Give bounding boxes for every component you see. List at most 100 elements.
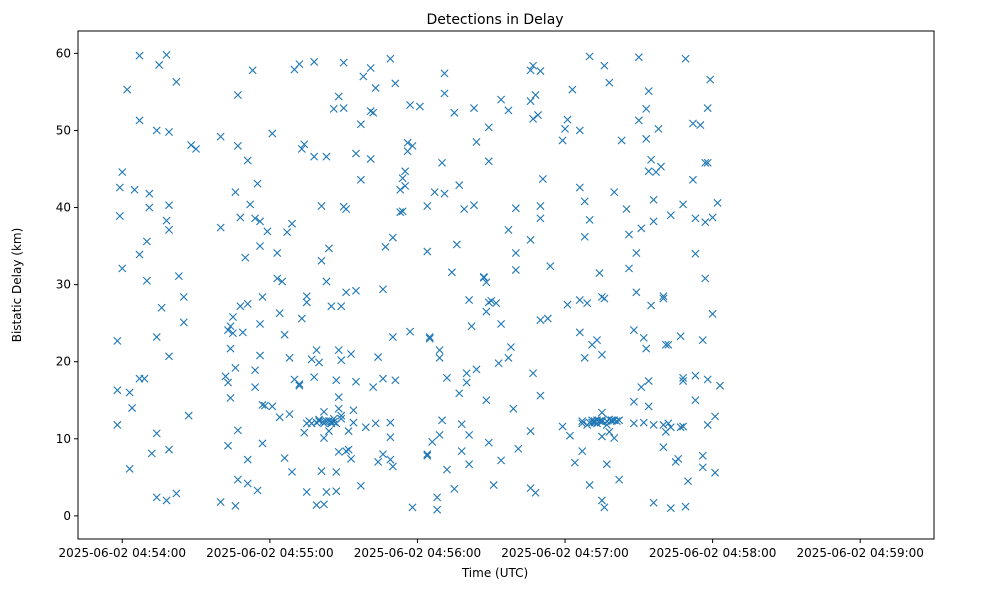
data-point	[369, 383, 378, 392]
data-point	[226, 322, 235, 331]
data-point	[115, 183, 124, 192]
y-tick-label: 30	[56, 278, 71, 292]
data-point	[253, 179, 262, 188]
data-point	[337, 411, 346, 420]
data-point	[531, 488, 540, 497]
data-point	[578, 447, 587, 456]
data-point	[529, 369, 538, 378]
y-tick-label: 0	[63, 509, 71, 523]
data-point	[511, 265, 520, 274]
data-point	[472, 365, 481, 374]
y-tick-label: 40	[56, 201, 71, 215]
data-point	[256, 351, 265, 360]
data-point	[482, 396, 491, 405]
data-point	[438, 158, 447, 167]
data-point	[536, 214, 545, 223]
data-point	[310, 57, 319, 66]
data-point	[580, 197, 589, 206]
y-tick-label: 60	[56, 46, 71, 60]
data-point	[361, 423, 370, 432]
data-point	[280, 454, 289, 463]
data-point	[637, 383, 646, 392]
data-point	[632, 249, 641, 257]
data-point	[492, 299, 501, 308]
data-point	[347, 454, 356, 463]
data-point	[558, 136, 567, 145]
data-point	[482, 307, 491, 316]
data-point	[329, 104, 338, 113]
data-point	[696, 121, 705, 130]
data-point	[701, 158, 710, 167]
data-point	[602, 460, 611, 469]
data-point	[605, 427, 614, 436]
data-point	[457, 447, 466, 456]
data-point	[165, 225, 173, 234]
data-point	[455, 181, 464, 190]
data-point	[605, 78, 614, 87]
data-point	[543, 314, 552, 323]
data-point	[684, 477, 693, 486]
data-point	[147, 449, 156, 458]
data-point	[337, 356, 346, 365]
data-point	[319, 434, 328, 443]
data-point	[256, 242, 265, 251]
data-point	[152, 333, 161, 342]
data-point	[600, 503, 609, 512]
data-point	[135, 250, 144, 259]
data-point	[649, 420, 658, 429]
data-point	[113, 336, 122, 345]
data-point	[334, 404, 343, 413]
data-point	[561, 124, 570, 133]
data-point	[322, 277, 331, 286]
data-point	[447, 268, 456, 277]
data-point	[679, 422, 688, 431]
data-point	[664, 340, 673, 349]
data-point	[142, 276, 151, 285]
data-point	[319, 500, 328, 509]
data-point	[236, 213, 245, 222]
data-point	[656, 162, 665, 171]
data-point	[192, 144, 201, 153]
data-point	[470, 201, 479, 210]
data-point	[610, 188, 619, 197]
data-point	[703, 158, 712, 167]
data-point	[233, 90, 242, 99]
data-point	[344, 445, 353, 454]
data-point	[113, 386, 122, 395]
data-point	[504, 225, 513, 234]
chart-title: Detections in Delay	[426, 12, 563, 28]
data-point	[310, 152, 319, 161]
data-point	[600, 294, 609, 303]
data-point	[644, 376, 653, 385]
data-point	[661, 340, 670, 349]
data-point	[659, 294, 668, 303]
data-point	[359, 72, 368, 81]
data-point	[300, 140, 309, 149]
x-tick-label: 2025-06-02 04:58:00	[649, 546, 776, 560]
data-point	[612, 417, 621, 426]
data-point	[570, 458, 579, 467]
data-point	[162, 216, 171, 225]
data-point	[224, 326, 233, 335]
data-point	[440, 189, 449, 198]
data-point	[319, 407, 328, 416]
data-point	[162, 496, 171, 505]
y-tick-label: 50	[56, 123, 71, 137]
data-point	[145, 189, 154, 198]
data-point	[457, 420, 466, 429]
data-point	[526, 66, 535, 75]
data-point	[406, 327, 415, 336]
data-point	[253, 486, 262, 495]
data-point	[622, 205, 631, 214]
data-point	[379, 285, 387, 294]
data-point	[415, 102, 424, 111]
data-point	[332, 376, 341, 385]
data-point	[681, 54, 690, 63]
data-point	[155, 60, 164, 69]
data-point	[315, 415, 324, 424]
data-point	[703, 375, 712, 384]
y-tick-label: 10	[56, 432, 71, 446]
data-point	[629, 397, 638, 406]
data-point	[248, 66, 257, 75]
data-point	[258, 439, 267, 448]
